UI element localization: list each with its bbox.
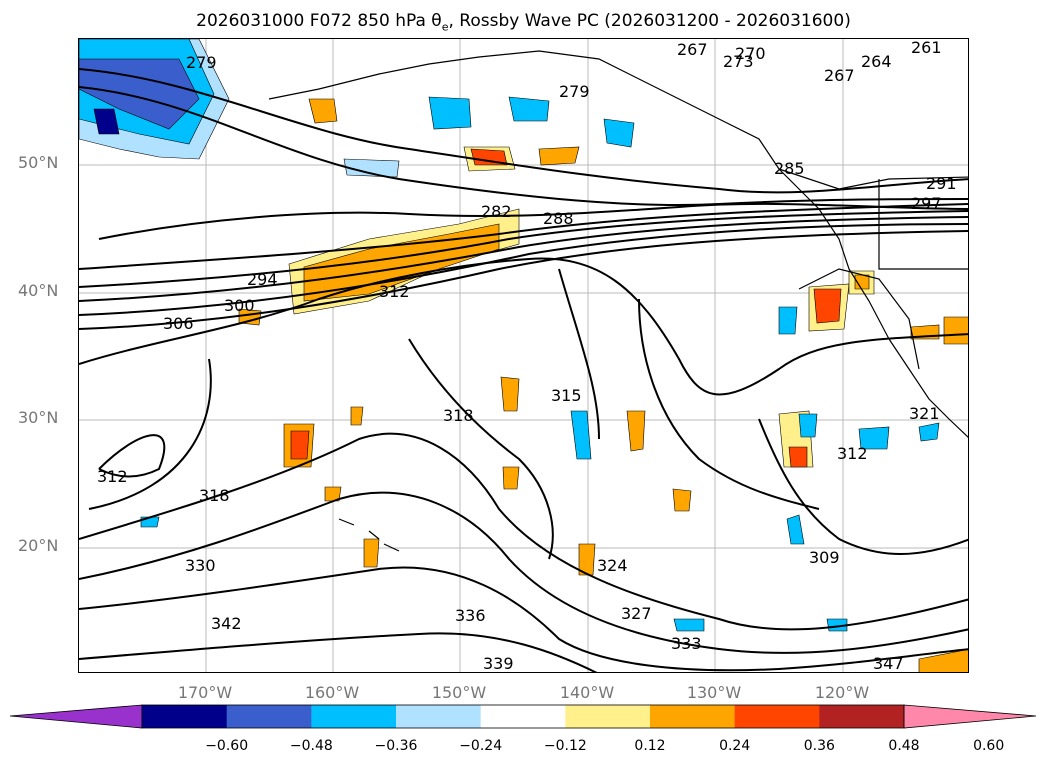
lat-label: 40°N [18, 281, 59, 300]
contour-label: 324 [597, 556, 628, 575]
contour-label: 297 [911, 194, 942, 213]
lon-label: 130°W [686, 683, 742, 702]
gridlines [79, 39, 968, 672]
contour-label: 300 [224, 296, 255, 315]
contour-label: 309 [809, 548, 840, 567]
colorbar-cell [311, 705, 397, 728]
contour-label: 336 [455, 606, 486, 625]
contour-label: 312 [379, 282, 410, 301]
contour-label: 342 [211, 614, 242, 633]
contour-label: 347 [873, 654, 904, 673]
contour-label: 282 [481, 202, 512, 221]
contour-label: 321 [909, 404, 940, 423]
colorbar-extend-high [903, 704, 1037, 729]
colorbar-tick-label: 0.60 [973, 738, 1005, 754]
contour-label: 279 [186, 53, 217, 72]
contour-label: 261 [911, 39, 942, 57]
contour-label: 285 [774, 159, 805, 178]
contour-label: 270 [735, 44, 766, 63]
colorbar-tick-label: 0.48 [888, 738, 920, 754]
colorbar-cell [650, 705, 736, 728]
contour-label: 312 [97, 467, 128, 486]
lon-label: 170°W [177, 683, 233, 702]
theta-e-contours [79, 68, 968, 672]
colorbar-tick-label: −0.48 [289, 738, 333, 754]
colorbar-tick-label: 0.24 [719, 738, 751, 754]
colorbar-cell [480, 705, 566, 728]
contour-label: 327 [621, 604, 652, 623]
colorbar-extend-low [10, 704, 143, 729]
contour-label: 318 [199, 486, 230, 505]
contour-label: 267 [677, 40, 708, 59]
shaded-anomalies [79, 39, 968, 672]
coastlines [268, 50, 968, 552]
colorbar-cell [734, 705, 820, 728]
lat-label: 30°N [18, 408, 59, 427]
contour-label: 273 [723, 52, 754, 71]
contour-label: 315 [551, 386, 582, 405]
contour-label: 312 [837, 444, 868, 463]
colorbar [10, 704, 1037, 729]
colorbar-tick-label: 0.36 [803, 738, 835, 754]
contour-label: 288 [543, 209, 574, 228]
figure-title: 2026031000 F072 850 hPa θe, Rossby Wave … [196, 11, 851, 34]
contour-label: 330 [185, 556, 216, 575]
lat-label: 20°N [18, 536, 59, 555]
colorbar-tick-label: −0.60 [205, 738, 249, 754]
lat-label: 50°N [18, 153, 59, 172]
contour-label: 306 [163, 314, 194, 333]
contour-label-group: 279 267 270 273 264 261 267 279 285 291 … [97, 39, 957, 673]
colorbar-cell [819, 705, 905, 728]
map-panel: 279 267 270 273 264 261 267 279 285 291 … [78, 38, 969, 673]
contour-label: 279 [559, 82, 590, 101]
colorbar-tick-label: −0.36 [374, 738, 418, 754]
contour-label: 339 [483, 654, 514, 673]
contour-label: 333 [671, 634, 702, 653]
colorbar-tick-label: 0.12 [634, 738, 666, 754]
contour-label: 291 [926, 174, 957, 193]
lon-label: 120°W [814, 683, 870, 702]
lon-label: 160°W [304, 683, 360, 702]
colorbar-cell [565, 705, 651, 728]
contour-label: 267 [824, 66, 855, 85]
colorbar-cell [226, 705, 312, 728]
lon-label: 140°W [559, 683, 615, 702]
contour-label: 318 [443, 406, 474, 425]
lon-label: 150°W [431, 683, 487, 702]
colorbar-tick-label: −0.12 [543, 738, 587, 754]
colorbar-cell [142, 705, 228, 728]
colorbar-cell [396, 705, 482, 728]
colorbar-tick-label: −0.24 [459, 738, 503, 754]
contour-label: 294 [247, 270, 278, 289]
contour-label: 264 [861, 52, 892, 71]
